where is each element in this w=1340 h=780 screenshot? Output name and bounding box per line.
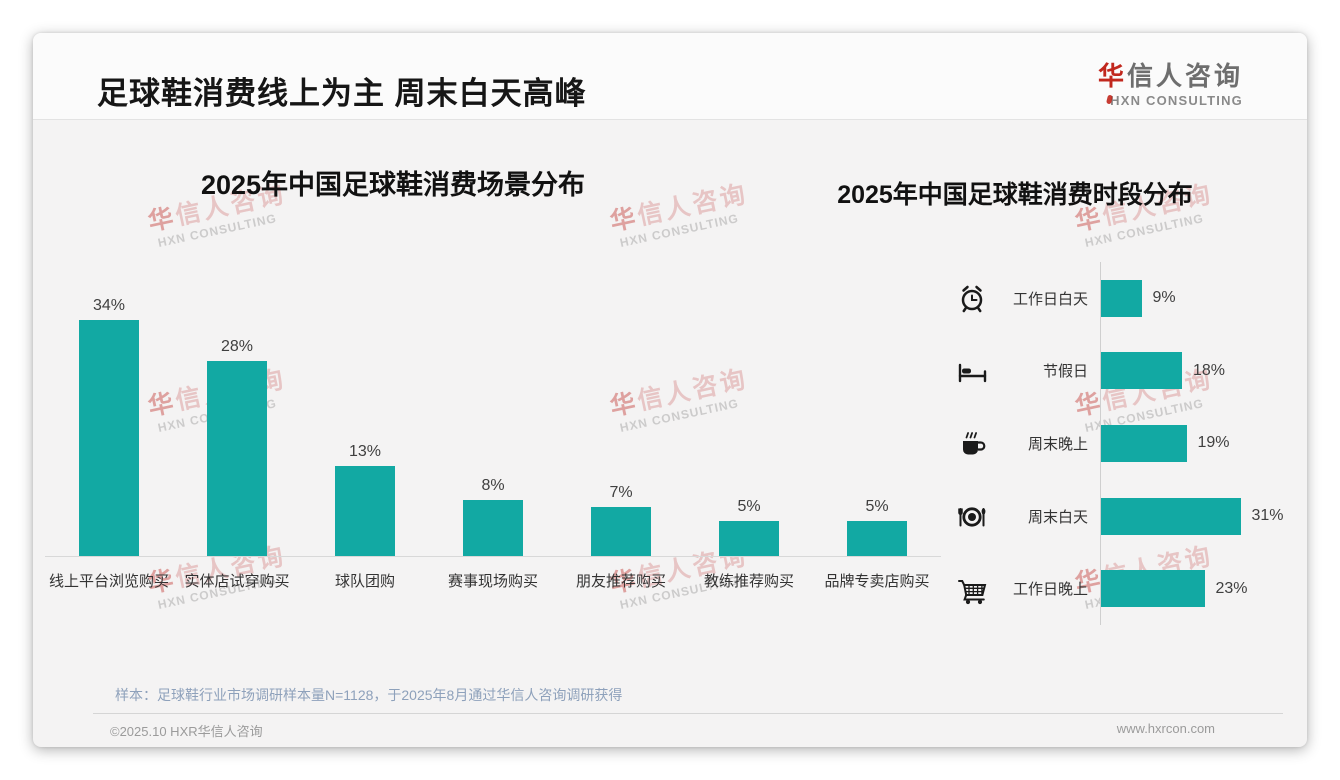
scene-bar-value-label: 34% [92, 296, 126, 314]
scene-bar-value-label: 7% [609, 484, 633, 502]
time-chart-row: 工作日白天 9% [948, 262, 1300, 335]
time-bar-value-label: 9% [1152, 289, 1176, 307]
alarm-clock-icon [948, 282, 996, 314]
time-bar [1101, 497, 1241, 535]
logo-english-name: HXN CONSULTING [1098, 93, 1243, 108]
sample-note: 样本：足球鞋行业市场调研样本量N=1128，于2025年8月通过华信人咨询调研获… [115, 687, 623, 703]
scene-bar-column: 13% [301, 443, 429, 556]
page-title: 足球鞋消费线上为主 周末白天高峰 [97, 76, 587, 111]
time-slot-label: 周末白天 [1027, 508, 1088, 526]
scene-bar [847, 521, 907, 556]
dining-icon [948, 500, 996, 532]
scene-bar [719, 521, 779, 556]
watermark-english-text: HXN CONSULTING [618, 211, 740, 250]
time-distribution-chart: 工作日白天 9% 节假日 18% 周末晚上 19% 周末白天 31% 工作日晚上 23% [948, 262, 1300, 625]
scene-chart-categories: 线上平台浏览购买 实体店试穿购买 球队团购 赛事现场购买 朋友推荐购买 教练推荐购买 品牌专… [45, 557, 941, 591]
scene-category-label: 线上平台浏览购买 [48, 573, 169, 590]
time-bar-value-label: 18% [1193, 361, 1226, 379]
time-bar [1101, 279, 1142, 317]
website-url: www.hxrcon.com [1116, 721, 1215, 736]
time-bar [1101, 352, 1182, 390]
company-logo: 华信人咨询 HXN CONSULTING [1098, 61, 1243, 108]
scene-category-label: 教练推荐购买 [703, 573, 794, 590]
logo-chinese-name: 华信人咨询 [1097, 61, 1243, 91]
scene-chart-plot: 34% 28% 13% 8% 7% 5% 5% [45, 289, 941, 557]
scene-bar-value-label: 5% [865, 498, 889, 516]
time-bar [1101, 424, 1187, 462]
bed-icon [948, 355, 996, 387]
scene-bar-column: 8% [429, 477, 557, 556]
scene-bar-value-label: 8% [481, 477, 505, 495]
time-chart-rows: 工作日白天 9% 节假日 18% 周末晚上 19% 周末白天 31% 工作日晚上 23% [948, 262, 1300, 625]
time-chart-row: 周末晚上 19% [948, 407, 1300, 480]
scene-category-label: 实体店试穿购买 [184, 573, 290, 590]
time-slot-label: 工作日晚上 [1012, 581, 1088, 599]
copyright-text: ©2025.10 HXR华信人咨询 [110, 724, 263, 739]
scene-category-label: 球队团购 [334, 573, 395, 590]
scene-bar [207, 361, 267, 556]
time-slot-label: 周末晚上 [1027, 435, 1088, 453]
time-bar-value-label: 31% [1251, 507, 1284, 525]
scene-category-label: 朋友推荐购买 [575, 573, 666, 590]
scene-bar-value-label: 5% [737, 498, 761, 516]
time-slot-label: 节假日 [1042, 363, 1088, 381]
shopping-cart-icon [948, 573, 996, 605]
scene-category-label: 赛事现场购买 [447, 573, 538, 590]
scene-category-label: 品牌专卖店购买 [824, 573, 930, 590]
time-chart-axis-line [1100, 262, 1101, 625]
scene-bar-column: 5% [813, 498, 941, 556]
time-chart-row: 节假日 18% [948, 335, 1300, 408]
time-bar [1101, 570, 1205, 608]
scene-bar [591, 507, 651, 556]
scene-bar-value-label: 13% [348, 442, 382, 460]
scene-bar-column: 28% [173, 338, 301, 556]
watermark-english-text: HXN CONSULTING [1083, 211, 1205, 250]
time-chart-row: 周末白天 31% [948, 480, 1300, 553]
time-bar-value-label: 19% [1197, 434, 1230, 452]
watermark-english-text: HXN CONSULTING [156, 211, 278, 250]
scene-distribution-chart: 34% 28% 13% 8% 7% 5% 5% 线上平台浏览购买 实体店试穿购买 球队团购 赛事现… [45, 289, 941, 591]
scene-chart-title: 2025年中国足球鞋消费场景分布 [200, 170, 586, 200]
report-slide-card: 足球鞋消费线上为主 周末白天高峰 华信人咨询 HXN CONSULTING 华信… [33, 33, 1307, 747]
scene-bar-column: 7% [557, 484, 685, 556]
scene-bar-column: 5% [685, 498, 813, 556]
scene-bar [335, 465, 395, 556]
time-slot-label: 工作日白天 [1012, 290, 1088, 308]
scene-bar-column: 34% [45, 297, 173, 556]
footer-divider [93, 713, 1283, 714]
coffee-icon [948, 427, 996, 459]
scene-bar [79, 319, 139, 556]
scene-bar-value-label: 28% [220, 338, 254, 356]
time-bar-value-label: 23% [1215, 579, 1248, 597]
time-chart-row: 工作日晚上 23% [948, 552, 1300, 625]
time-chart-title: 2025年中国足球鞋消费时段分布 [837, 181, 1193, 209]
scene-bar [463, 500, 523, 556]
slide-header: 足球鞋消费线上为主 周末白天高峰 华信人咨询 HXN CONSULTING [33, 33, 1307, 120]
